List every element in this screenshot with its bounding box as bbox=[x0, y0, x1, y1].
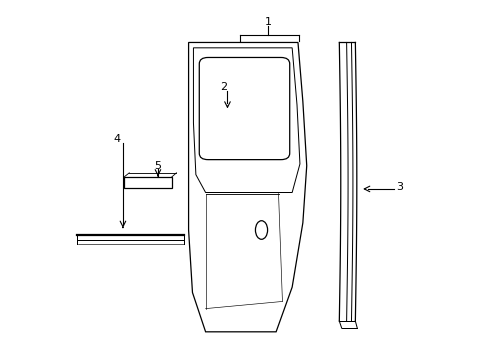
Bar bbox=[123, 177, 171, 188]
Text: 1: 1 bbox=[264, 17, 271, 27]
Text: 5: 5 bbox=[154, 161, 161, 171]
Text: 3: 3 bbox=[396, 182, 403, 192]
Text: 2: 2 bbox=[220, 82, 227, 92]
Text: 4: 4 bbox=[113, 134, 121, 144]
